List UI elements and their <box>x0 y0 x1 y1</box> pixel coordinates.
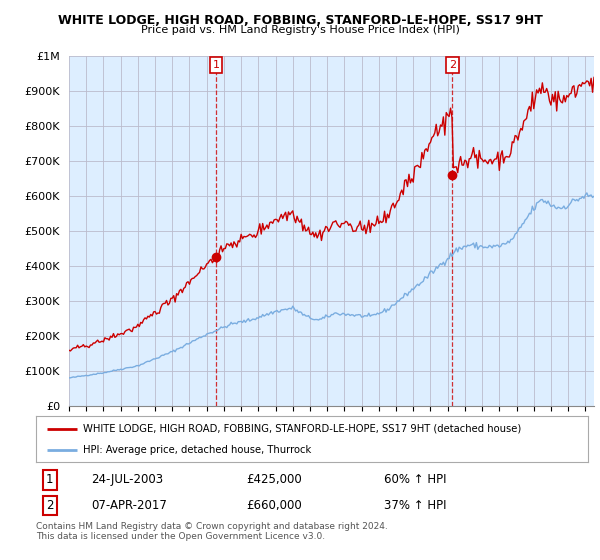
Text: 1: 1 <box>212 60 220 70</box>
Text: 37% ↑ HPI: 37% ↑ HPI <box>384 499 446 512</box>
Text: 07-APR-2017: 07-APR-2017 <box>91 499 167 512</box>
Text: £425,000: £425,000 <box>246 474 302 487</box>
Text: 2: 2 <box>449 60 456 70</box>
Text: Contains HM Land Registry data © Crown copyright and database right 2024.
This d: Contains HM Land Registry data © Crown c… <box>36 522 388 542</box>
Text: 2: 2 <box>46 499 53 512</box>
Text: WHITE LODGE, HIGH ROAD, FOBBING, STANFORD-LE-HOPE, SS17 9HT (detached house): WHITE LODGE, HIGH ROAD, FOBBING, STANFOR… <box>83 424 521 434</box>
Text: 60% ↑ HPI: 60% ↑ HPI <box>384 474 446 487</box>
Text: Price paid vs. HM Land Registry's House Price Index (HPI): Price paid vs. HM Land Registry's House … <box>140 25 460 35</box>
Text: 24-JUL-2003: 24-JUL-2003 <box>91 474 163 487</box>
Text: WHITE LODGE, HIGH ROAD, FOBBING, STANFORD-LE-HOPE, SS17 9HT: WHITE LODGE, HIGH ROAD, FOBBING, STANFOR… <box>58 14 542 27</box>
Text: HPI: Average price, detached house, Thurrock: HPI: Average price, detached house, Thur… <box>83 445 311 455</box>
Text: 1: 1 <box>46 474 53 487</box>
Text: £660,000: £660,000 <box>246 499 302 512</box>
